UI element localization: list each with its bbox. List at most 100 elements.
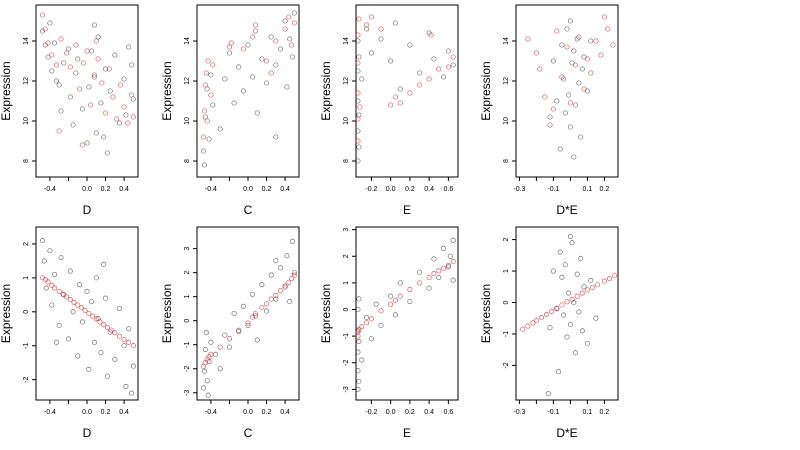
data-point [547,122,553,128]
data-point [564,299,570,305]
data-point [112,330,118,336]
data-point [426,76,432,82]
data-point [49,302,55,308]
data-point [407,298,413,305]
panel-bottom-2: -0.4 0.0 0.2 0.4 -3 -2 -1 0 1 2 3 C Expression [160,226,300,440]
data-point [78,305,84,311]
data-point [567,321,573,328]
data-point [208,351,214,357]
y-tick-label: 8 [343,159,350,163]
data-point [51,40,58,46]
series-red [200,14,297,140]
data-point [104,373,110,379]
data-point [126,339,132,345]
data-point [555,369,562,375]
data-point [567,100,573,106]
data-point [93,275,99,281]
y-tick-label: 0 [343,307,350,311]
data-point [431,256,437,262]
data-point [287,36,293,42]
data-point [578,134,584,140]
data-point [259,304,265,311]
data-point [60,291,66,297]
data-point [70,122,76,128]
data-point [584,340,590,346]
data-point [355,328,361,334]
series-black [200,238,297,398]
data-point [263,58,270,64]
data-point [579,290,585,296]
data-point [202,82,208,88]
data-point [121,104,127,110]
data-point [226,344,233,350]
data-point [123,383,129,389]
data-point [559,302,565,308]
y-tick-label: 3 [343,228,350,232]
data-point [75,353,81,359]
data-point [542,94,548,100]
data-point [593,38,599,44]
data-point [355,329,361,335]
data-point [67,94,73,100]
data-point [206,136,212,142]
data-point [566,290,572,296]
y-tick-label: -3 [184,390,191,396]
data-point [571,48,577,54]
x-axis-label: D*E [556,203,577,217]
data-point [612,273,618,279]
data-point [250,291,256,297]
data-point [562,262,568,268]
data-point [559,42,565,48]
data-point [112,52,118,58]
data-point [210,62,216,68]
panel-bottom-3: -0.2 0.0 0.2 0.4 0.6 -3 -2 -1 0 1 2 3 E Expression [319,226,459,440]
data-point [572,102,579,108]
data-point [202,346,208,353]
data-point [282,283,288,289]
x-tick-label: -0.4 [44,409,56,416]
data-point [268,272,274,278]
data-point [378,36,384,42]
data-point [368,316,374,322]
data-point [356,54,362,60]
data-point [359,76,365,82]
data-point [110,94,116,100]
data-point [123,112,129,118]
x-tick-label: 0.2 [101,186,111,193]
data-point [356,144,362,150]
data-point [355,306,361,313]
data-point [289,54,296,60]
data-point [291,10,297,16]
data-point [117,82,123,88]
y-axis-label: Expression [479,61,493,120]
data-point [584,287,590,293]
data-point [355,128,361,134]
data-point [356,338,362,344]
data-point [47,248,53,254]
data-point [231,310,237,317]
data-point [392,312,399,318]
data-point [75,302,81,308]
y-axis-label: Expression [0,284,13,343]
y-tick-label: 1 [23,276,30,280]
data-point [450,259,456,265]
data-point [291,272,297,278]
data-point [355,333,361,339]
data-point [106,66,112,72]
data-point [606,276,613,282]
data-point [364,22,370,28]
data-point [93,38,99,44]
data-point [355,158,361,164]
x-tick-label: 0.0 [243,409,253,416]
data-point [574,271,580,277]
data-point [589,284,596,290]
x-tick-label: 0.4 [424,186,434,193]
data-point [525,36,531,42]
data-point [407,90,413,96]
y-tick-label: 12 [184,77,191,85]
data-point [355,368,361,374]
data-point [588,38,594,44]
data-point [204,86,210,92]
data-point [95,34,101,40]
data-point [388,301,394,307]
